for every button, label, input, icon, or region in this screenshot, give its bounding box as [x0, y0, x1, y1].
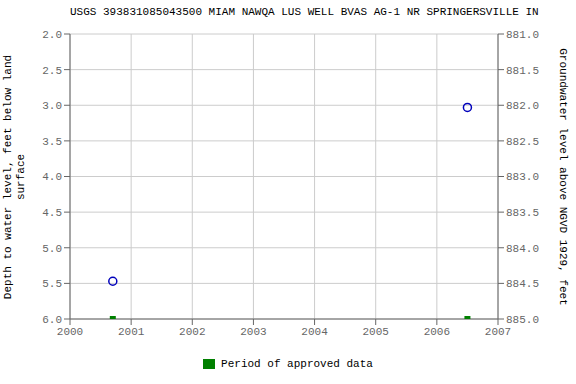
svg-text:6.0: 6.0: [42, 314, 62, 326]
svg-text:2003: 2003: [240, 326, 266, 338]
svg-text:3.0: 3.0: [42, 100, 62, 112]
svg-text:2004: 2004: [301, 326, 328, 338]
svg-text:3.5: 3.5: [42, 136, 62, 148]
svg-text:5.5: 5.5: [42, 278, 62, 290]
svg-text:2.0: 2.0: [42, 29, 62, 41]
svg-text:884.0: 884.0: [506, 243, 539, 255]
svg-text:4.5: 4.5: [42, 207, 62, 219]
html-text:Depth to water level, feet bel: Depth to water level, feet below land su…: [2, 54, 27, 299]
svg-text:883.0: 883.0: [506, 171, 539, 183]
svg-text:881.5: 881.5: [506, 65, 539, 77]
svg-text:2005: 2005: [363, 326, 389, 338]
html-text:Groundwater level above NGVD 1: Groundwater level above NGVD 1929, feet: [556, 47, 569, 306]
svg-text:881.0: 881.0: [506, 29, 539, 41]
svg-text:2001: 2001: [118, 326, 145, 338]
svg-text:2006: 2006: [424, 326, 450, 338]
svg-text:2007: 2007: [485, 326, 511, 338]
html-text:Period of approved data: Period of approved data: [221, 358, 373, 370]
svg-text:884.5: 884.5: [506, 278, 539, 290]
svg-text:2002: 2002: [179, 326, 205, 338]
svg-text:885.0: 885.0: [506, 314, 539, 326]
html-text:USGS 393831085043500 MIAM NAWQ: USGS 393831085043500 MIAM NAWQA LUS WELL…: [70, 6, 539, 18]
svg-text:5.0: 5.0: [42, 243, 62, 255]
svg-text:4.0: 4.0: [42, 171, 62, 183]
svg-text:2.5: 2.5: [42, 65, 62, 77]
svg-text:882.0: 882.0: [506, 100, 539, 112]
svg-text:882.5: 882.5: [506, 136, 539, 148]
svg-text:2000: 2000: [57, 326, 83, 338]
svg-text:883.5: 883.5: [506, 207, 539, 219]
